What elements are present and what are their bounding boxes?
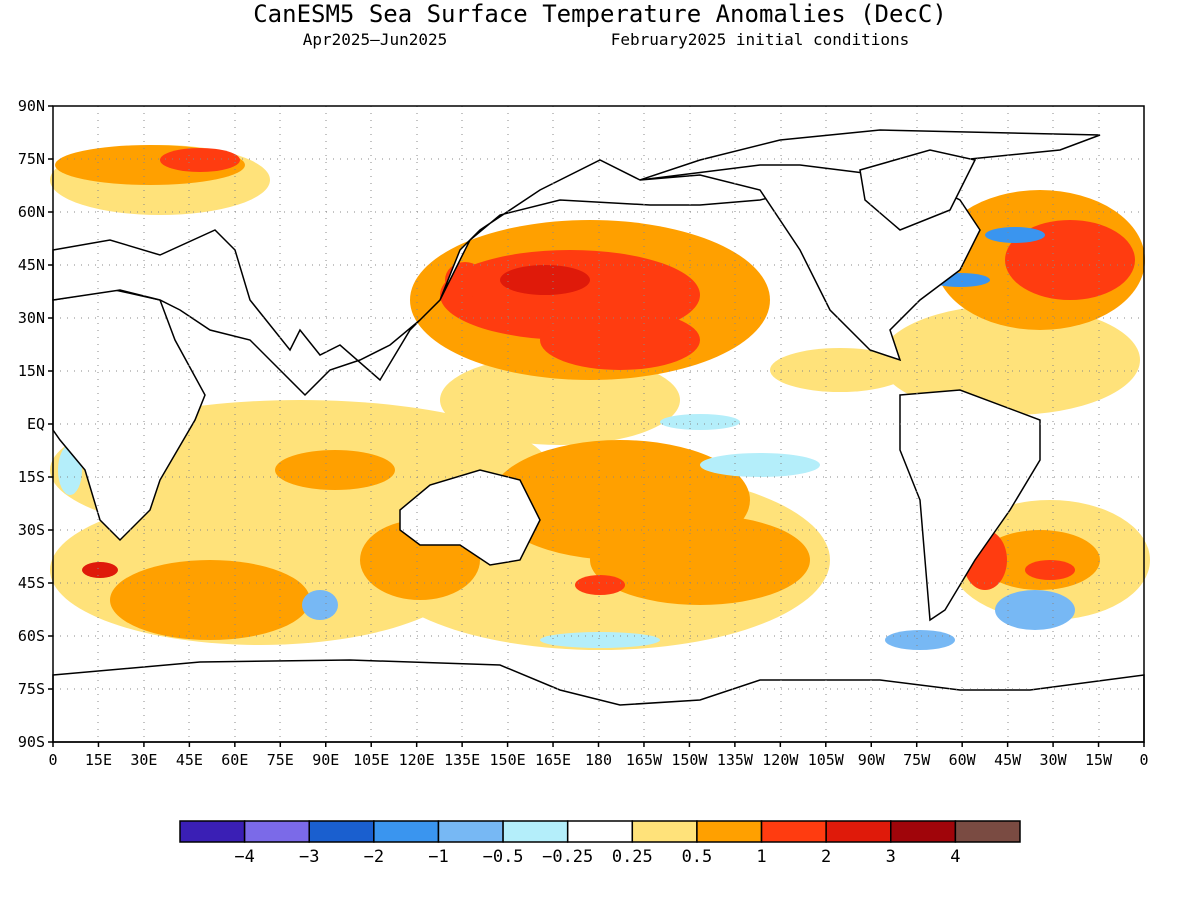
colorbar-swatch	[825, 820, 892, 843]
colorbar-label: 0.25	[612, 847, 653, 867]
colorbar-swatch	[954, 820, 1021, 843]
forecast-period: Apr2025–Jun2025	[303, 30, 448, 49]
lon-label: 120E	[399, 751, 435, 769]
colorbar-swatch	[373, 820, 440, 843]
lon-label: 0	[48, 751, 57, 769]
lon-label: 30E	[130, 751, 157, 769]
lon-label: 180	[585, 751, 612, 769]
lat-label: 60N	[18, 203, 45, 221]
lon-label: 135E	[444, 751, 480, 769]
colorbar-label: −4	[234, 847, 254, 867]
lon-label: 90E	[312, 751, 339, 769]
longitude-axis: 0 15E 30E 45E 60E 75E 90E 105E 120E 135E 150E 165E 1…	[48, 742, 1149, 769]
colorbar-swatch	[696, 820, 763, 843]
colorbar-swatch	[631, 820, 698, 843]
colorbar-swatch	[437, 820, 504, 843]
lon-label: 150E	[490, 751, 526, 769]
grid-lines	[53, 106, 1144, 742]
lon-label: 120W	[762, 751, 799, 769]
lat-label: 15N	[18, 362, 45, 380]
lon-label: 60W	[949, 751, 977, 769]
colorbar-label: −2	[364, 847, 384, 867]
colorbar-label: 0.5	[682, 847, 713, 867]
colorbar-label: 4	[950, 847, 960, 867]
lon-label: 165W	[626, 751, 663, 769]
lon-label: 150W	[671, 751, 708, 769]
anomaly-field	[50, 145, 1150, 650]
lon-label: 45W	[994, 751, 1022, 769]
colorbar-label: −0.5	[483, 847, 524, 867]
lon-label: 165E	[535, 751, 571, 769]
lon-label: 75E	[267, 751, 294, 769]
australia-coastline	[399, 469, 541, 566]
colorbar-swatch	[179, 820, 246, 843]
lon-label: 15W	[1085, 751, 1113, 769]
lon-label: 135W	[717, 751, 754, 769]
colorbar-swatch	[760, 820, 827, 843]
initial-conditions: February2025 initial conditions	[611, 30, 910, 49]
lat-label: EQ	[27, 415, 45, 433]
colorbar-label: −3	[299, 847, 319, 867]
colorbar-swatch	[243, 820, 310, 843]
latitude-axis: 90N 75N 60N 45N 30N 15N EQ 15S 30S 45S 60S 75S 90S	[18, 97, 53, 751]
africa-coastline	[52, 289, 206, 542]
colorbar-swatch	[308, 820, 375, 843]
colorbar-label: 3	[886, 847, 896, 867]
colorbar-swatch	[566, 820, 634, 843]
lon-label: 30W	[1040, 751, 1068, 769]
lat-label: 30N	[18, 309, 45, 327]
lat-label: 60S	[18, 627, 45, 645]
lon-label: 15E	[85, 751, 112, 769]
lat-label: 45S	[18, 574, 45, 592]
lat-label: 75S	[18, 680, 45, 698]
colorbar-label: 1	[756, 847, 766, 867]
lat-label: 75N	[18, 150, 45, 168]
lat-label: 90N	[18, 97, 45, 115]
lon-label: 105W	[808, 751, 845, 769]
lat-label: 15S	[18, 468, 45, 486]
map-panel	[50, 105, 1150, 743]
lon-label: 90W	[858, 751, 886, 769]
lat-label: 45N	[18, 256, 45, 274]
lat-label: 30S	[18, 521, 45, 539]
lat-label: 90S	[18, 733, 45, 751]
colorbar-swatch	[890, 820, 957, 843]
lon-label: 45E	[176, 751, 203, 769]
colorbar-label: −1	[428, 847, 448, 867]
colorbar-swatch	[502, 820, 569, 843]
lon-label: 0	[1139, 751, 1148, 769]
lon-label: 75W	[903, 751, 931, 769]
colorbar-label: −0.25	[542, 847, 593, 867]
colorbar: −4 −3 −2 −1 −0.5 −0.25 0.25 0.5 1 2 3 4	[179, 820, 1021, 867]
lon-label: 60E	[221, 751, 248, 769]
colorbar-label: 2	[821, 847, 831, 867]
map-title: CanESM5 Sea Surface Temperature Anomalie…	[253, 0, 947, 28]
lon-label: 105E	[353, 751, 389, 769]
